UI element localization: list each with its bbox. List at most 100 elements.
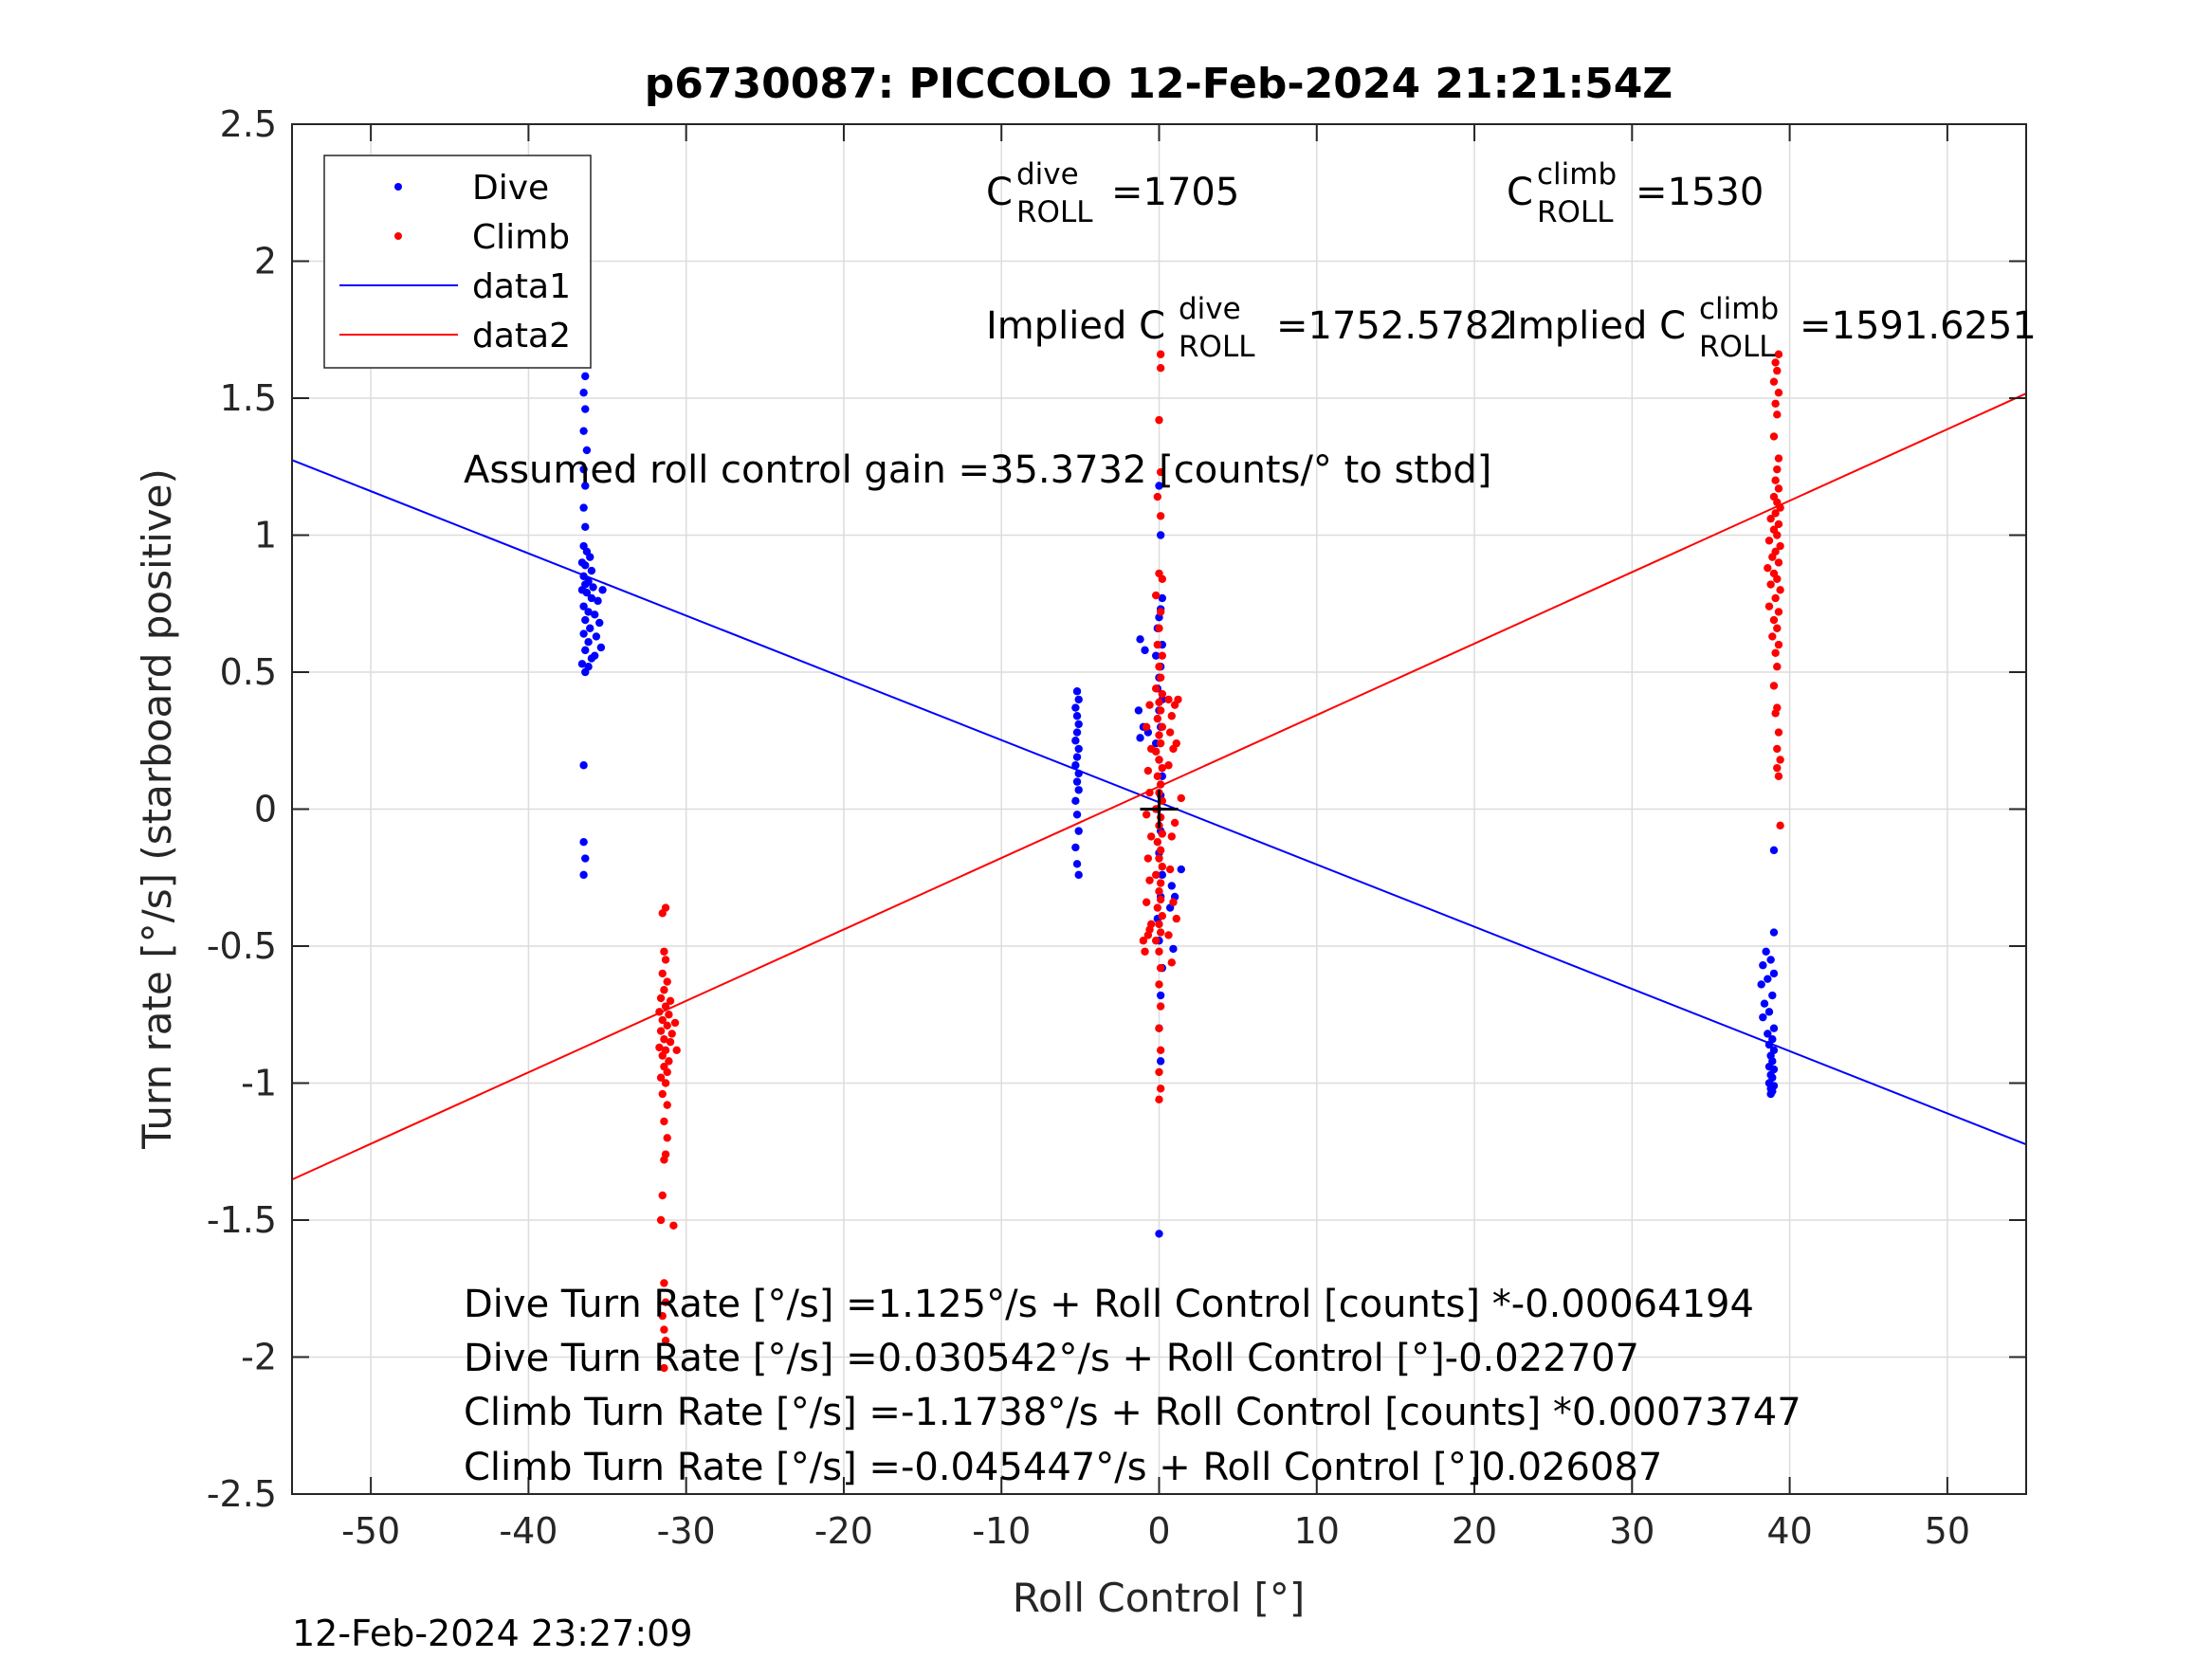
point-dive xyxy=(587,593,596,603)
point-dive xyxy=(1760,999,1769,1008)
point-climb xyxy=(1768,553,1777,561)
point-climb xyxy=(1769,432,1779,441)
point-climb xyxy=(1142,898,1151,906)
x-tick-label: -20 xyxy=(814,1510,873,1552)
point-climb xyxy=(1145,876,1154,884)
axis-ticks xyxy=(292,123,2026,1495)
point-dive xyxy=(1071,843,1080,852)
point-dive xyxy=(1158,870,1167,880)
point-dive xyxy=(1072,712,1082,720)
x-tick-label: -50 xyxy=(341,1510,400,1552)
point-climb xyxy=(1145,788,1154,797)
point-climb xyxy=(1155,1024,1163,1032)
point-dive xyxy=(1769,969,1779,978)
point-climb xyxy=(1151,684,1161,693)
point-climb xyxy=(663,1067,671,1077)
point-dive xyxy=(581,615,590,625)
point-climb xyxy=(1158,689,1167,699)
point-climb xyxy=(1167,832,1177,841)
point-dive xyxy=(579,837,588,847)
point-climb xyxy=(1156,1002,1165,1011)
point-climb xyxy=(1164,695,1173,704)
point-climb xyxy=(1141,947,1149,956)
point-climb xyxy=(660,1325,668,1334)
point-climb xyxy=(658,1311,667,1321)
point-climb xyxy=(1774,558,1783,567)
point-climb xyxy=(1155,854,1163,863)
point-climb xyxy=(1156,738,1165,748)
point-dive xyxy=(594,596,602,606)
point-climb xyxy=(1155,887,1163,896)
origin-marker xyxy=(1140,790,1179,829)
legend-swatch-dive xyxy=(394,183,402,191)
annotation-c-climb: C climb ROLL =1530 xyxy=(1507,157,1764,229)
point-dive xyxy=(589,583,597,592)
point-climb xyxy=(1158,830,1167,838)
point-dive xyxy=(581,522,590,532)
legend-swatch-climb xyxy=(394,232,402,240)
point-climb xyxy=(1764,537,1774,545)
annotation-c-climb-sup: climb xyxy=(1537,157,1617,191)
point-dive xyxy=(1156,1057,1165,1066)
point-climb xyxy=(672,1046,681,1055)
point-climb xyxy=(1776,541,1784,551)
point-climb xyxy=(1143,854,1153,863)
point-climb xyxy=(661,1079,670,1087)
point-climb xyxy=(1771,593,1780,603)
point-climb xyxy=(1155,415,1163,425)
point-climb xyxy=(1155,980,1163,989)
point-dive xyxy=(1766,956,1775,964)
point-dive xyxy=(595,618,604,628)
point-climb xyxy=(665,1057,673,1066)
point-climb xyxy=(1776,503,1784,512)
point-climb xyxy=(1151,591,1161,600)
point-climb xyxy=(1158,862,1167,871)
point-dive xyxy=(1759,961,1767,970)
point-dive xyxy=(584,638,593,647)
y-tick-label: -2 xyxy=(241,1337,277,1378)
y-tick-label: -2.5 xyxy=(207,1473,277,1515)
point-dive xyxy=(587,566,596,575)
point-climb xyxy=(658,1089,667,1099)
point-climb xyxy=(1774,389,1783,397)
timestamp: 12-Feb-2024 23:27:09 xyxy=(292,1613,693,1654)
annotation-implied-climb: Implied C climb ROLL =1591.6251 xyxy=(1507,292,2037,364)
point-climb xyxy=(1142,722,1151,731)
point-dive xyxy=(579,602,588,611)
annotation-equation-1: Dive Turn Rate [°/s] =1.125°/s + Roll Co… xyxy=(464,1283,1754,1326)
point-climb xyxy=(1153,903,1162,912)
point-climb xyxy=(661,1336,670,1345)
point-dive xyxy=(587,654,596,663)
annotation-c-climb-value: =1530 xyxy=(1636,171,1764,214)
point-dive xyxy=(1071,796,1080,806)
point-dive xyxy=(1074,870,1083,880)
point-climb xyxy=(1146,832,1156,841)
point-dive xyxy=(577,660,587,668)
point-dive xyxy=(1764,975,1772,983)
point-climb xyxy=(656,1073,666,1082)
point-dive xyxy=(1074,827,1083,835)
point-climb xyxy=(1145,925,1154,934)
point-climb xyxy=(1167,712,1177,720)
point-dive xyxy=(1072,860,1082,868)
point-dive xyxy=(1071,737,1080,745)
point-climb xyxy=(1142,811,1151,819)
point-climb xyxy=(1773,663,1782,671)
point-dive xyxy=(1155,482,1163,490)
point-dive xyxy=(1072,687,1082,696)
x-axis-label: Roll Control [°] xyxy=(1013,1575,1306,1621)
x-tick-labels: -50 -40 -30 -20 -10 0 10 20 30 40 50 xyxy=(341,1510,1970,1552)
point-dive xyxy=(579,389,588,397)
point-dive xyxy=(596,643,606,652)
point-climb xyxy=(1773,531,1782,539)
point-climb xyxy=(1156,1046,1165,1055)
point-climb xyxy=(1766,580,1775,589)
point-climb xyxy=(1774,454,1783,463)
point-climb xyxy=(1156,608,1165,616)
x-tick-label: 10 xyxy=(1294,1510,1340,1552)
annotation-c-dive-value: =1705 xyxy=(1111,171,1239,214)
point-climb xyxy=(1164,761,1173,770)
point-climb xyxy=(1145,701,1154,709)
annotation-c-dive-sub: ROLL xyxy=(1016,195,1093,229)
point-climb xyxy=(1155,1067,1163,1077)
